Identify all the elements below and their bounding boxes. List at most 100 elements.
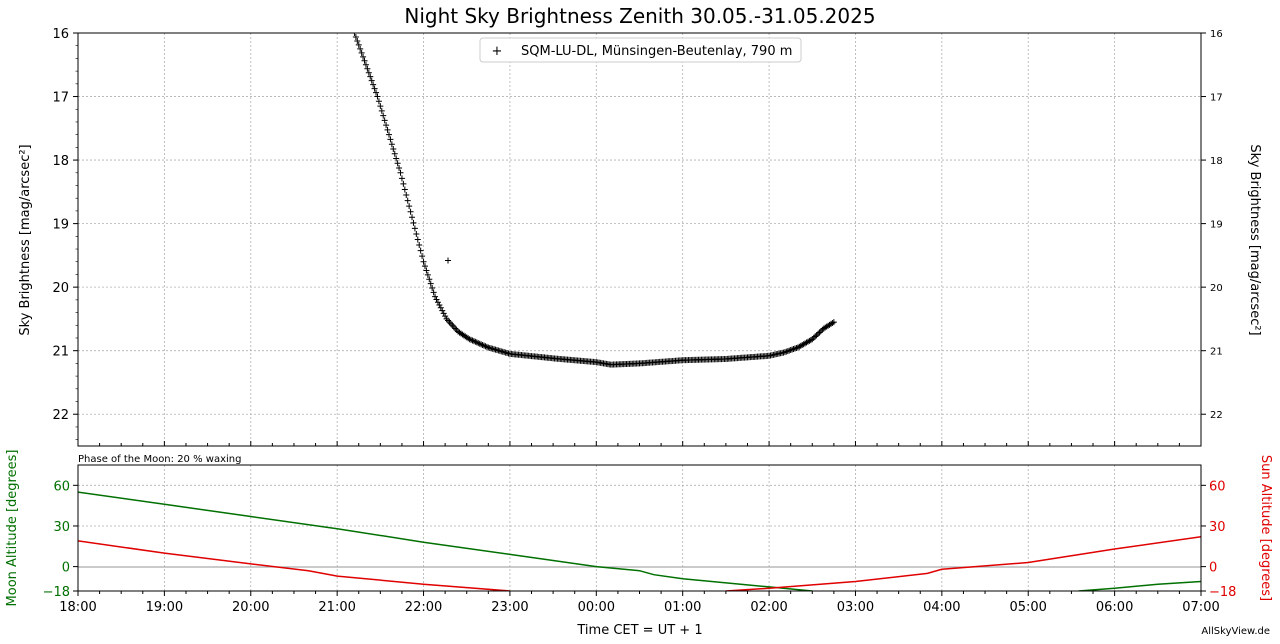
time-tick-label: 06:00 [1096, 600, 1133, 615]
sun-altitude-ylabel: Sun Altitude [degrees] [1258, 455, 1273, 601]
brightness-data-point [390, 145, 397, 152]
brightness-data-point [816, 329, 823, 336]
brightness-data-point [447, 320, 454, 327]
brightness-ticks: 16 16 17 17 18 18 19 19 20 20 21 21 22 22 [52, 27, 1223, 446]
moon-tick-label: −18 [43, 585, 70, 600]
brightness-data-point [473, 339, 480, 346]
legend-label: SQM-LU-DL, Münsingen-Beutenlay, 790 m [521, 44, 792, 59]
time-tick-label: 22:00 [405, 600, 442, 615]
brightness-data-point [430, 289, 437, 296]
brightness-data-point [445, 317, 452, 324]
legend-marker-plus-icon: + [492, 44, 503, 59]
brightness-data-point [371, 85, 378, 92]
brightness-data-point [385, 131, 392, 138]
brightness-data-point [407, 208, 414, 215]
brightness-data-point [360, 53, 367, 60]
brightness-data-point [481, 342, 488, 349]
brightness-tick-label-left: 17 [52, 91, 69, 106]
brightness-data-point [365, 69, 372, 76]
site-credit: AllSkyView.de [1201, 626, 1270, 637]
altitude-plot-frame [77, 464, 1202, 592]
brightness-data-point [378, 107, 385, 114]
brightness-outlier-point [445, 257, 452, 264]
brightness-plot-frame [77, 32, 1202, 447]
brightness-data-point [482, 343, 489, 350]
brightness-data-point [449, 322, 456, 329]
brightness-data-point [432, 293, 439, 300]
brightness-data-point [387, 136, 394, 143]
brightness-data-point [781, 349, 788, 356]
altitude-panel: Phase of the Moon: 20 % waxing 18:00 19:0… [5, 450, 1273, 638]
brightness-data-point [397, 169, 404, 176]
brightness-data-point [373, 89, 380, 96]
time-tick-label: 05:00 [1009, 600, 1046, 615]
time-tick-label: 02:00 [750, 600, 787, 615]
brightness-data-point [446, 319, 453, 326]
brightness-ylabel-right: Sky Brightness [mag/arcsec²] [1247, 144, 1262, 335]
brightness-data-point [442, 313, 449, 320]
brightness-data-point [475, 340, 482, 347]
brightness-tick-label-right: 22 [1210, 410, 1223, 421]
brightness-data-point [470, 338, 477, 345]
time-tick-label: 19:00 [146, 600, 183, 615]
brightness-tick-label-left: 21 [52, 345, 69, 360]
brightness-data-point [429, 284, 436, 291]
moon-phase-annotation: Phase of the Moon: 20 % waxing [78, 454, 241, 465]
brightness-ylabel-left: Sky Brightness [mag/arcsec²] [18, 144, 33, 335]
brightness-data-point [393, 155, 400, 162]
brightness-data-point [786, 347, 793, 354]
time-tick-label: 23:00 [491, 600, 528, 615]
brightness-data-point [414, 236, 421, 243]
time-tick-label: 20:00 [232, 600, 269, 615]
brightness-tick-label-left: 22 [52, 408, 69, 423]
brightness-data-point [410, 219, 417, 226]
brightness-data-point [368, 77, 375, 84]
brightness-data-point [424, 271, 431, 278]
brightness-data-point [789, 346, 796, 353]
brightness-tick-label-left: 18 [52, 154, 69, 169]
brightness-data-point [815, 330, 822, 337]
brightness-data-point [398, 175, 405, 182]
sun-altitude-line-late [725, 536, 1201, 591]
brightness-data-point [426, 276, 433, 283]
moon-altitude-line-late [1078, 580, 1201, 591]
brightness-data-point [375, 98, 382, 105]
brightness-points [351, 33, 837, 368]
brightness-data-point [830, 319, 837, 326]
brightness-data-point [433, 296, 440, 303]
brightness-data-point [472, 338, 479, 345]
time-tick-label: 00:00 [578, 600, 615, 615]
brightness-data-point [416, 242, 423, 249]
brightness-data-point [381, 117, 388, 124]
brightness-data-point [483, 343, 490, 350]
moon-tick-label: 60 [53, 479, 70, 494]
brightness-data-point [780, 349, 787, 356]
altitude-ticks: 18:00 19:00 20:00 21:00 22:00 23:00 00:00 01:00… [43, 479, 1237, 615]
brightness-data-point [413, 230, 420, 237]
brightness-data-point [452, 325, 459, 332]
time-tick-label: 01:00 [664, 600, 701, 615]
brightness-data-point [355, 41, 362, 48]
brightness-data-point [364, 65, 371, 72]
brightness-data-point [394, 160, 401, 167]
brightness-tick-label-left: 19 [52, 218, 69, 233]
brightness-data-point [417, 247, 424, 254]
sun-tick-label: 60 [1209, 479, 1226, 494]
time-tick-label: 03:00 [837, 600, 874, 615]
brightness-data-point [469, 337, 476, 344]
brightness-data-point [791, 345, 798, 352]
brightness-data-point [813, 332, 820, 339]
brightness-data-point [388, 141, 395, 148]
brightness-data-point [357, 45, 364, 52]
time-tick-label: 04:00 [923, 600, 960, 615]
brightness-data-point [812, 333, 819, 340]
brightness-data-point [784, 348, 791, 355]
brightness-tick-label-right: 20 [1210, 283, 1223, 294]
time-tick-label: 07:00 [1182, 600, 1219, 615]
brightness-data-point [380, 112, 387, 119]
brightness-data-point [358, 49, 365, 56]
legend-box [479, 37, 802, 63]
brightness-data-point [817, 328, 824, 335]
brightness-grid [77, 32, 1202, 446]
moon-altitude-line [78, 491, 813, 591]
